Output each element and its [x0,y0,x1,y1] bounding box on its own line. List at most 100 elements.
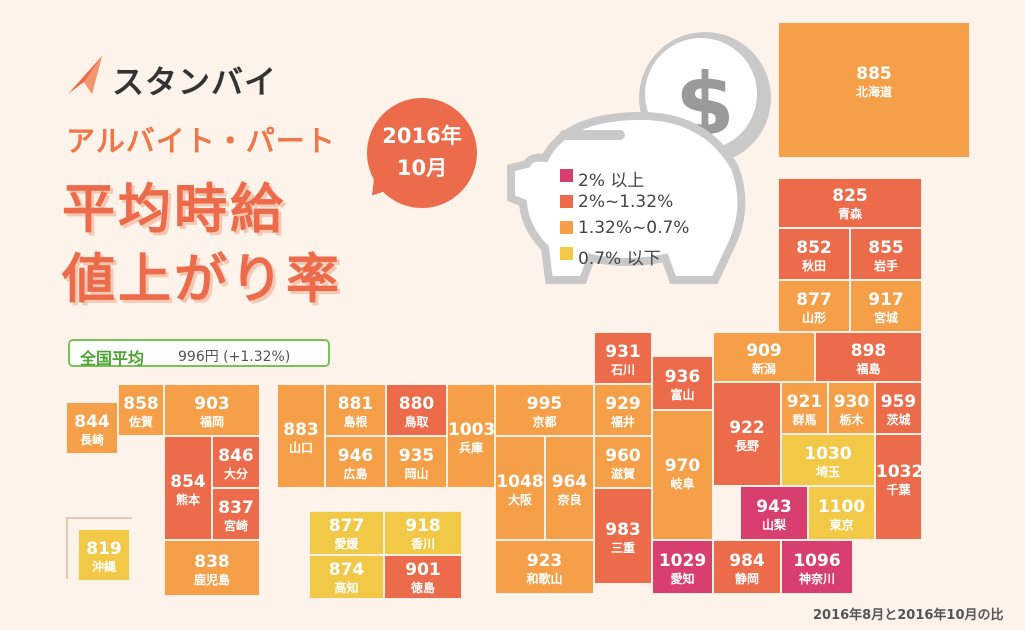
pref-name: 秋田 [801,259,826,273]
pref-aomori: 825 青森 [778,178,922,228]
pref-name: 岐阜 [670,477,695,491]
pref-value: 819 [86,539,122,559]
pref-yamaguchi: 883 山口 [277,384,325,488]
pref-akita: 852 秋田 [778,228,850,280]
pref-name: 新潟 [751,362,776,376]
pref-value: 825 [832,186,868,206]
pref-gifu: 970 岐阜 [652,410,713,540]
pref-ishikawa: 931 石川 [594,332,652,384]
pref-name: 宮城 [873,311,898,325]
pref-saitama: 1030 埼玉 [781,434,875,486]
pref-name: 滋賀 [610,467,635,481]
pref-value: 877 [328,516,365,536]
legend-label: 2% 以上 [578,171,645,191]
legend-label: 0.7% 以下 [578,249,661,269]
pref-value: 1096 [793,551,841,571]
pref-value: 898 [850,341,887,361]
pref-kagawa: 918 香川 [384,511,462,555]
pref-value: 995 [526,394,563,414]
pref-value: 881 [337,394,374,414]
pref-value: 858 [123,394,159,414]
pref-name: 鳥取 [404,415,429,429]
pref-value: 923 [526,551,563,571]
pref-value: 838 [194,552,230,572]
pref-tochigi: 930 栃木 [828,382,875,434]
page-subtitle: アルバイト・パート [66,124,336,158]
pref-fukui: 929 福井 [594,384,652,436]
pref-name: 佐賀 [128,415,153,429]
pref-name: 宮崎 [223,519,248,533]
legend-swatch [560,169,573,182]
pref-niigata: 909 新潟 [713,332,815,382]
pref-nagasaki: 844 長崎 [66,402,118,454]
okinawa-inset-frame [66,517,132,579]
pref-value: 930 [833,392,870,412]
pref-name: 和歌山 [526,572,563,586]
pref-hyogo: 1003 兵庫 [447,384,495,488]
national-average-value: 996円 (+1.32%) [178,349,291,365]
date-month: 10月 [396,156,448,180]
pref-value: 936 [664,367,701,387]
pref-value: 874 [328,560,365,580]
pref-value: 877 [796,290,832,310]
pref-name: 山口 [288,441,313,455]
pref-value: 1032 [876,462,924,482]
pref-name: 大分 [223,467,248,481]
pref-value: 935 [398,446,435,466]
pref-value: 964 [551,472,588,492]
pref-name: 石川 [610,363,635,377]
pref-name: 福島 [856,362,881,376]
pref-value: 918 [405,516,441,536]
pref-shimane: 881 島根 [325,384,386,436]
pref-value: 885 [856,64,892,84]
pref-kanagawa: 1096 神奈川 [781,540,853,594]
pref-name: 埼玉 [815,465,840,479]
pref-value: 852 [796,238,832,258]
pref-name: 岡山 [404,467,429,481]
pref-nagano: 922 長野 [713,382,781,486]
pref-hokkaido: 885 北海道 [778,22,970,158]
pref-value: 946 [337,446,374,466]
pref-value: 984 [729,551,765,571]
pref-value: 844 [74,412,110,432]
pref-value: 922 [729,418,765,438]
pref-okayama: 935 岡山 [386,436,447,488]
pref-name: 香川 [410,537,435,551]
pref-name: 高知 [334,581,359,595]
pref-name: 愛媛 [334,537,359,551]
pref-name: 長崎 [79,433,104,447]
pref-value: 943 [756,497,792,517]
pref-value: 960 [605,446,641,466]
footnote: 2016年8月と2016年10月の比 [813,608,1004,623]
pref-chiba: 1032 千葉 [875,434,924,540]
brand-name: スタンバイ [112,63,278,101]
pref-name: 富山 [670,388,695,402]
pref-name: 神奈川 [798,572,835,586]
pref-value: 854 [170,472,206,492]
pref-miyazaki: 837 宮崎 [212,488,260,540]
pref-fukushima: 898 福島 [815,332,922,382]
pref-name: 山形 [801,311,826,325]
pref-value: 837 [218,498,254,518]
pref-okinawa: 819 沖縄 [78,529,130,581]
pref-value: 970 [664,456,701,476]
pref-saga: 858 佐賀 [118,384,164,436]
pref-name: 沖縄 [91,560,116,574]
pref-value: 959 [880,392,917,412]
date-bubble: 2016年 10月 [367,98,477,208]
pref-nara: 964 奈良 [545,436,594,540]
pref-name: 群馬 [792,413,817,427]
pref-yamagata: 877 山形 [778,280,850,332]
pref-fukuoka: 903 福岡 [164,384,260,436]
pref-value: 1003 [448,420,496,440]
pref-name: 徳島 [410,581,435,595]
pref-kumamoto: 854 熊本 [164,436,212,540]
pref-name: 栃木 [839,413,864,427]
pref-name: 長野 [734,439,759,453]
pref-name: 北海道 [855,85,892,99]
pref-name: 山梨 [761,518,786,532]
pref-yamanashi: 943 山梨 [740,486,808,540]
pref-name: 福井 [610,415,635,429]
pref-toyama: 936 富山 [652,356,713,410]
pref-name: 青森 [837,207,862,221]
